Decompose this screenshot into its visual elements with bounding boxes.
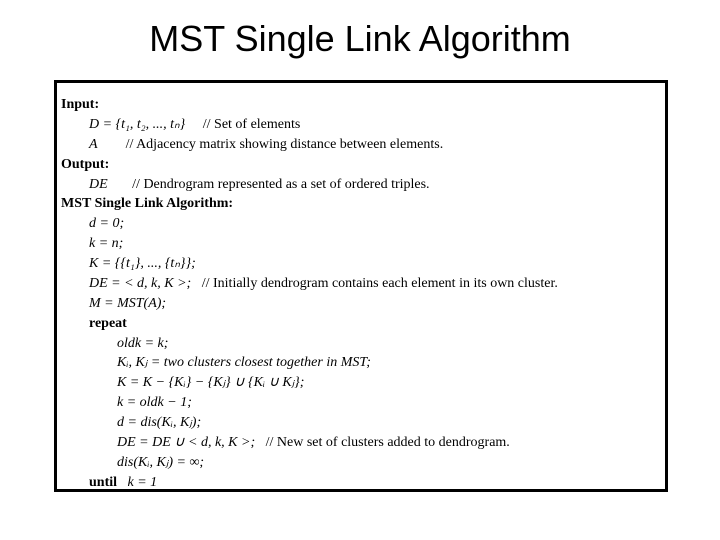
algorithm-box: Input: D = {t₁, t₂, ..., tₙ} // Set of e… [54, 80, 668, 492]
line-closest: Kᵢ, Kⱼ = two clusters closest together i… [61, 353, 661, 373]
line-DE: DE // Dendrogram represented as a set of… [61, 175, 661, 195]
line-D-expr: D = {t₁, t₂, ..., tₙ} [89, 117, 185, 132]
line-DEinit: DE = < d, k, K >; // Initially dendrogra… [61, 274, 661, 294]
line-kdec: k = oldk − 1; [61, 393, 661, 413]
line-DE-comment: // Dendrogram represented as a set of or… [132, 177, 429, 192]
page-title: MST Single Link Algorithm [0, 0, 720, 60]
repeat-label: repeat [61, 314, 661, 334]
until-cond: k = 1 [128, 475, 158, 490]
line-closest-expr: Kᵢ, Kⱼ = two clusters closest together i… [117, 355, 371, 370]
line-DEupdate-comment: // New set of clusters added to dendrogr… [266, 435, 510, 450]
line-DEupdate-expr: DE = DE ∪ < d, k, K >; [117, 435, 255, 450]
input-label: Input: [61, 95, 661, 115]
line-d0: d = 0; [61, 214, 661, 234]
line-D-comment: // Set of elements [203, 117, 301, 132]
line-DEinit-expr: DE = < d, k, K >; [89, 276, 191, 291]
line-until: until k = 1 [61, 473, 661, 493]
line-A-expr: A [89, 137, 98, 152]
line-A: A // Adjacency matrix showing distance b… [61, 135, 661, 155]
algo-name-label: MST Single Link Algorithm: [61, 194, 661, 214]
line-oldk: oldk = k; [61, 334, 661, 354]
line-kn: k = n; [61, 234, 661, 254]
until-label: until [89, 475, 117, 490]
line-A-comment: // Adjacency matrix showing distance bet… [126, 137, 444, 152]
line-D: D = {t₁, t₂, ..., tₙ} // Set of elements [61, 115, 661, 135]
line-DEupdate: DE = DE ∪ < d, k, K >; // New set of clu… [61, 433, 661, 453]
line-Kset: K = {{t₁}, ..., {tₙ}}; [61, 254, 661, 274]
line-ddis: d = dis(Kᵢ, Kⱼ); [61, 413, 661, 433]
line-DE-expr: DE [89, 177, 108, 192]
output-label: Output: [61, 155, 661, 175]
line-disinf: dis(Kᵢ, Kⱼ) = ∞; [61, 453, 661, 473]
line-Kupdate: K = K − {Kᵢ} − {Kⱼ} ∪ {Kᵢ ∪ Kⱼ}; [61, 373, 661, 393]
line-DEinit-comment: // Initially dendrogram contains each el… [202, 276, 558, 291]
line-M: M = MST(A); [61, 294, 661, 314]
